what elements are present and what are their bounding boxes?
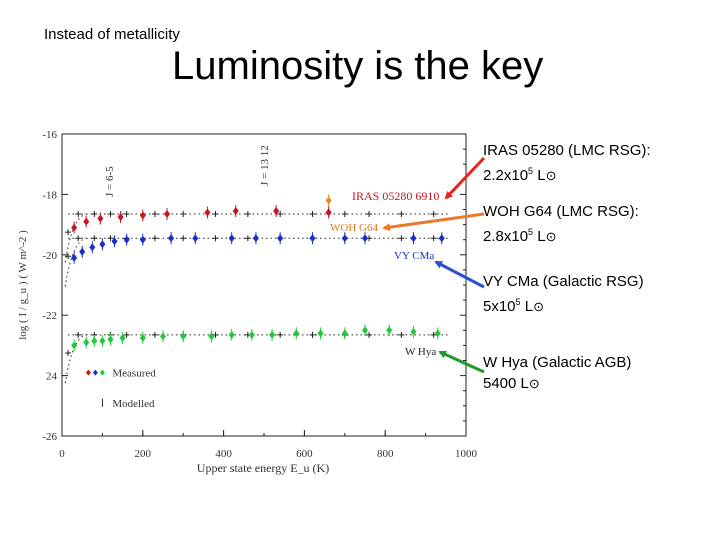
annotation-vycma-lum: 5x105 L⊙ xyxy=(483,297,544,315)
model-marker xyxy=(123,331,130,338)
model-marker xyxy=(65,229,72,236)
annotation-iras: IRAS 05280 (LMC RSG): 2.2x105 L⊙ xyxy=(483,140,651,186)
x-tick-label: 200 xyxy=(135,448,152,460)
series-label: IRAS 05280 6910 xyxy=(352,189,439,203)
y-tick-label: -26 xyxy=(42,431,57,443)
model-marker xyxy=(309,331,316,338)
data-markers xyxy=(65,194,445,407)
annotation-woh: WOH G64 (LMC RSG): 2.8x105 L⊙ xyxy=(483,201,639,247)
model-marker xyxy=(244,235,251,242)
slide-title: Luminosity is the key xyxy=(172,44,544,88)
annotation-arrow xyxy=(444,156,486,200)
model-marker xyxy=(180,235,187,242)
model-marker xyxy=(75,331,82,338)
x-tick-label: 0 xyxy=(59,448,65,460)
legend-modelled-label: Modelled xyxy=(112,398,155,410)
model-marker xyxy=(309,211,316,218)
model-lines xyxy=(64,213,450,384)
model-marker xyxy=(398,331,405,338)
annotation-woh-name: WOH G64 (LMC RSG): xyxy=(483,203,639,220)
model-marker xyxy=(180,211,187,218)
sun-symbol-icon: ⊙ xyxy=(545,229,557,244)
top-label-j1312: J = 13 12 xyxy=(259,145,271,186)
model-marker xyxy=(107,211,114,218)
model-curve xyxy=(64,237,87,287)
x-tick-label: 1000 xyxy=(455,448,478,460)
model-marker xyxy=(277,211,284,218)
model-marker xyxy=(151,331,158,338)
slide-subtitle: Instead of metallicity xyxy=(44,26,180,43)
annotation-iras-lum: 2.2x105 L⊙ xyxy=(483,166,557,184)
model-marker xyxy=(123,211,130,218)
series-label: WOH G64 xyxy=(330,222,378,234)
legend-measured-label: Measured xyxy=(112,368,156,380)
top-label-j65: J = 6-5 xyxy=(104,166,116,197)
annotation-arrow xyxy=(434,260,485,289)
x-tick-label: 400 xyxy=(215,448,232,460)
model-marker xyxy=(91,211,98,218)
annotation-vycma-name: VY CMa (Galactic RSG) xyxy=(483,273,644,290)
annotation-whya-name: W Hya (Galactic AGB) xyxy=(483,354,632,371)
x-axis-label: Upper state energy E_u (K) xyxy=(197,461,329,475)
sun-symbol-icon: ⊙ xyxy=(528,376,540,391)
annotation-vycma: VY CMa (Galactic RSG) 5x105 L⊙ xyxy=(483,271,644,317)
legend-measured-marker xyxy=(85,369,91,376)
x-tick-label: 600 xyxy=(296,448,313,460)
model-marker xyxy=(366,331,373,338)
model-marker xyxy=(277,331,284,338)
model-marker xyxy=(366,211,373,218)
model-marker xyxy=(212,235,219,242)
y-tick-label: -18 xyxy=(42,189,57,201)
model-marker xyxy=(398,235,405,242)
y-axis-label: log ( I / g_u ) ( W m^-2 ) xyxy=(17,230,29,340)
annotation-arrow xyxy=(438,350,485,374)
model-marker xyxy=(151,211,158,218)
series-label: VY CMa xyxy=(394,250,434,262)
model-marker xyxy=(75,235,82,242)
chart-labels: Upper state energy E_u (K) log ( I / g_u … xyxy=(17,145,439,475)
annotation-woh-lum: 2.8x105 L⊙ xyxy=(483,227,557,245)
model-curve xyxy=(64,334,87,384)
model-marker xyxy=(244,211,251,218)
y-tick-label: -22 xyxy=(42,310,57,322)
x-tick-label: 800 xyxy=(377,448,394,460)
arrows xyxy=(382,156,486,374)
annotation-whya: W Hya (Galactic AGB) 5400 L⊙ xyxy=(483,352,631,394)
sun-symbol-icon: ⊙ xyxy=(545,168,557,183)
model-marker xyxy=(75,211,82,218)
model-marker xyxy=(212,211,219,218)
model-marker xyxy=(341,211,348,218)
model-marker xyxy=(91,235,98,242)
model-marker xyxy=(430,211,437,218)
series-label: W Hya xyxy=(405,346,436,358)
legend-measured-marker xyxy=(92,369,98,376)
sun-symbol-icon: ⊙ xyxy=(533,299,544,314)
model-marker xyxy=(65,349,72,356)
model-marker xyxy=(107,235,114,242)
annotation-arrow xyxy=(382,212,485,232)
model-marker xyxy=(430,235,437,242)
annotation-iras-name: IRAS 05280 (LMC RSG): xyxy=(483,142,651,159)
model-marker xyxy=(212,331,219,338)
y-tick-label: -20 xyxy=(42,250,57,262)
model-marker xyxy=(398,211,405,218)
annotation-whya-lum: 5400 L⊙ xyxy=(483,375,540,392)
model-marker xyxy=(65,253,72,260)
y-tick-label: 24 xyxy=(46,371,58,383)
y-tick-label: -16 xyxy=(42,129,57,141)
model-marker xyxy=(151,235,158,242)
model-marker xyxy=(430,331,437,338)
axis-ticks: 0 200 400 600 800 1000 -16 -18 -20 -22 24 -26 xyxy=(42,129,477,460)
legend-measured-marker xyxy=(99,369,105,376)
